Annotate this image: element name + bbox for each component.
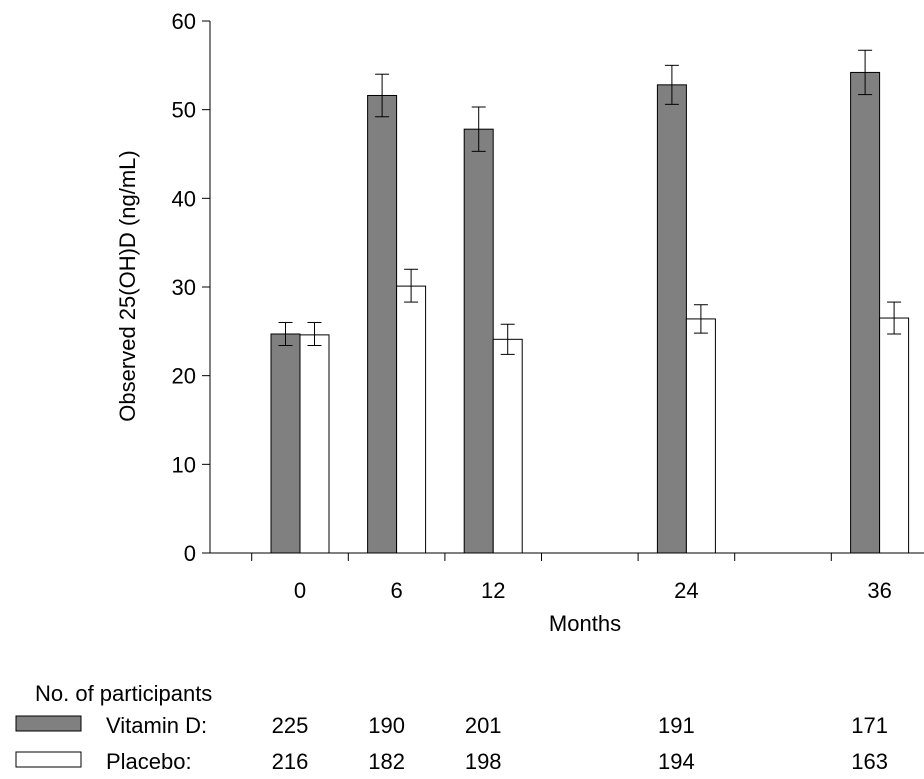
participant-count: 201	[465, 713, 502, 738]
vitamin-d-bar	[367, 94, 398, 554]
y-tick-label: 0	[184, 541, 196, 566]
error-bars	[278, 49, 902, 355]
y-axis-title: Observed 25(OH)D (ng/mL)	[115, 150, 140, 421]
y-axis: 0 10 20 30 40 50 60	[172, 9, 211, 566]
participant-count: 198	[465, 749, 502, 774]
x-tick-label: 24	[674, 578, 698, 603]
x-axis: 0 6 12 24 36	[210, 552, 924, 603]
placebo-bar	[299, 334, 330, 554]
vitamin-d-bar	[656, 84, 687, 554]
participants-table: No. of participants Vitamin D: 225 190 201 1…	[15, 681, 888, 774]
placebo-bar	[492, 338, 523, 554]
y-tick-label: 40	[172, 186, 196, 211]
y-tick-label: 30	[172, 275, 196, 300]
placebo-legend-swatch	[15, 751, 82, 768]
bars	[270, 71, 910, 554]
participant-count: 194	[658, 749, 695, 774]
placebo-bar	[685, 318, 716, 554]
y-tick-label: 50	[172, 98, 196, 123]
vitamin-d-bar	[463, 128, 494, 554]
participant-count: 182	[368, 749, 405, 774]
y-tick-label: 20	[172, 364, 196, 389]
x-tick-label: 12	[481, 578, 505, 603]
participant-count: 191	[658, 713, 695, 738]
participant-count: 216	[272, 749, 309, 774]
x-tick-label: 0	[294, 578, 306, 603]
vitamin-d-bar	[850, 71, 881, 554]
vitamin-d-legend-swatch	[15, 715, 82, 732]
x-axis-title: Months	[549, 611, 621, 636]
placebo-bar	[879, 317, 910, 554]
participant-count: 190	[368, 713, 405, 738]
participant-count: 225	[272, 713, 309, 738]
y-tick-label: 10	[172, 452, 196, 477]
participants-row-label: Vitamin D:	[106, 713, 207, 738]
participant-count: 171	[851, 713, 888, 738]
placebo-bar	[396, 285, 427, 554]
y-tick-label: 60	[172, 9, 196, 34]
vitamin-d-bar	[270, 333, 301, 554]
participant-count: 163	[851, 749, 888, 774]
x-tick-label: 6	[390, 578, 402, 603]
participants-row-label: Placebo:	[106, 749, 192, 774]
x-tick-label: 36	[867, 578, 891, 603]
participants-title: No. of participants	[35, 681, 212, 706]
